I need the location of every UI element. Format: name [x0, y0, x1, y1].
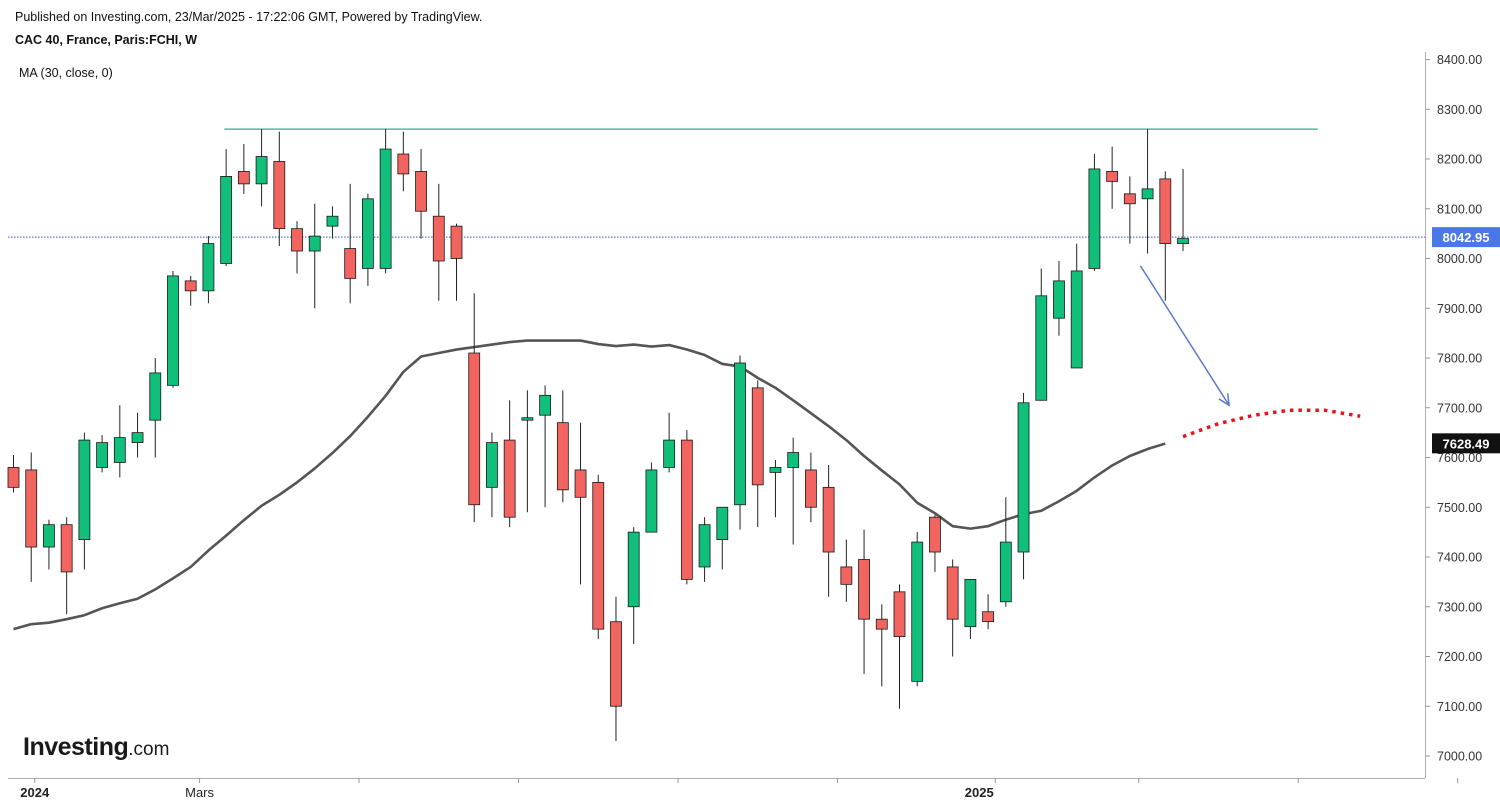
- candle-up[interactable]: [131, 432, 144, 443]
- candle-up[interactable]: [113, 437, 126, 463]
- y-tick-label: 7500.00: [1437, 501, 1482, 515]
- candle-up[interactable]: [486, 442, 498, 488]
- candle-down[interactable]: [291, 228, 303, 252]
- x-tick-label: Mars: [185, 785, 214, 800]
- candle-up[interactable]: [663, 439, 676, 468]
- y-tick-label: 7000.00: [1437, 750, 1482, 764]
- forecast-arrow: [1139, 265, 1230, 406]
- ma-line[interactable]: [13, 339, 1166, 631]
- candle-down[interactable]: [751, 387, 764, 486]
- y-tick-label: 7800.00: [1437, 352, 1482, 366]
- y-tick-label: 8400.00: [1437, 53, 1482, 67]
- candle-down[interactable]: [680, 439, 693, 580]
- candle-down[interactable]: [237, 171, 250, 185]
- candle-up[interactable]: [787, 452, 800, 468]
- y-tick-label: 8000.00: [1437, 252, 1482, 266]
- candle-up[interactable]: [1017, 402, 1030, 553]
- candle-down[interactable]: [592, 481, 605, 630]
- candle-up[interactable]: [1088, 168, 1101, 269]
- candle-up[interactable]: [379, 148, 392, 269]
- candle-down[interactable]: [184, 280, 197, 292]
- candle-up[interactable]: [698, 524, 711, 568]
- candle-down[interactable]: [468, 352, 481, 506]
- candle-down[interactable]: [822, 486, 835, 553]
- candle-down[interactable]: [450, 225, 463, 259]
- x-tick-label: 2024: [20, 785, 50, 800]
- candle-up[interactable]: [734, 362, 746, 506]
- candle-up[interactable]: [645, 469, 658, 533]
- candle-up[interactable]: [769, 467, 782, 473]
- candle-up[interactable]: [627, 531, 640, 608]
- candle-up[interactable]: [167, 275, 179, 386]
- y-tick-label: 7200.00: [1437, 650, 1482, 664]
- candle-down[interactable]: [432, 215, 445, 262]
- ma-value-label-bg: [1432, 433, 1500, 454]
- candle-down[interactable]: [858, 559, 870, 620]
- candle-down[interactable]: [875, 618, 888, 630]
- candle-up[interactable]: [326, 215, 339, 227]
- candle-down[interactable]: [25, 469, 38, 548]
- candle-down[interactable]: [415, 171, 427, 212]
- ma-value-label: 7628.49: [1443, 436, 1490, 451]
- candle-down[interactable]: [1159, 178, 1172, 244]
- candle-down[interactable]: [273, 161, 286, 230]
- y-tick-label: 8200.00: [1437, 153, 1482, 167]
- candle-up[interactable]: [911, 541, 924, 682]
- candle-down[interactable]: [982, 611, 994, 623]
- y-tick-label: 7300.00: [1437, 600, 1482, 614]
- candle-down[interactable]: [1106, 171, 1119, 182]
- y-tick-label: 7100.00: [1437, 700, 1482, 714]
- y-tick-label: 8100.00: [1437, 202, 1482, 216]
- candle-up[interactable]: [202, 243, 215, 292]
- candle-down[interactable]: [893, 591, 906, 638]
- candle-up[interactable]: [539, 394, 551, 416]
- current-price-label: 8042.95: [1443, 230, 1490, 245]
- candle-down[interactable]: [805, 469, 817, 508]
- candle-down[interactable]: [610, 621, 622, 707]
- indicator-legend: MA (30, close, 0): [19, 66, 113, 80]
- candle-up[interactable]: [255, 156, 268, 185]
- candle-up[interactable]: [1141, 188, 1154, 200]
- candle-up[interactable]: [716, 506, 729, 540]
- candle-up[interactable]: [96, 442, 108, 468]
- candle-down[interactable]: [344, 248, 357, 279]
- y-tick-label: 8300.00: [1437, 103, 1482, 117]
- candle-down[interactable]: [574, 469, 587, 498]
- symbol-title: CAC 40, France, Paris:FCHI, W: [15, 33, 197, 47]
- candle-down[interactable]: [946, 566, 959, 620]
- candle-up[interactable]: [220, 176, 233, 264]
- projection-curve: [1182, 408, 1361, 439]
- candle-down[interactable]: [503, 439, 516, 518]
- candle-up[interactable]: [361, 198, 374, 269]
- candle-up[interactable]: [43, 524, 55, 548]
- candle-up[interactable]: [78, 439, 91, 540]
- current-price-label-bg: [1432, 227, 1500, 248]
- y-tick-label: 7400.00: [1437, 551, 1482, 565]
- candle-down[interactable]: [1123, 193, 1136, 205]
- candle-up[interactable]: [1053, 280, 1065, 319]
- investing-logo: Investing.com: [23, 733, 170, 761]
- candle-up[interactable]: [1070, 270, 1083, 369]
- candle-up[interactable]: [964, 578, 977, 628]
- candle-down[interactable]: [7, 467, 20, 488]
- y-tick-label: 7700.00: [1437, 401, 1482, 415]
- candle-down[interactable]: [929, 516, 941, 553]
- published-line: Published on Investing.com, 23/Mar/2025 …: [15, 10, 483, 24]
- forecast-arrow-head: [1218, 393, 1231, 407]
- candle-up[interactable]: [149, 372, 162, 421]
- candle-down[interactable]: [556, 422, 569, 491]
- candle-down[interactable]: [397, 153, 410, 175]
- candle-up[interactable]: [308, 235, 321, 252]
- y-tick-label: 7600.00: [1437, 451, 1482, 465]
- y-tick-label: 7900.00: [1437, 302, 1482, 316]
- candle-down[interactable]: [840, 566, 853, 585]
- candle-up[interactable]: [1177, 238, 1189, 244]
- candle-up[interactable]: [521, 417, 534, 421]
- candle-up[interactable]: [1035, 295, 1048, 401]
- x-tick-label: 2025: [965, 785, 994, 800]
- candle-down[interactable]: [60, 524, 73, 573]
- candle-up[interactable]: [999, 541, 1012, 603]
